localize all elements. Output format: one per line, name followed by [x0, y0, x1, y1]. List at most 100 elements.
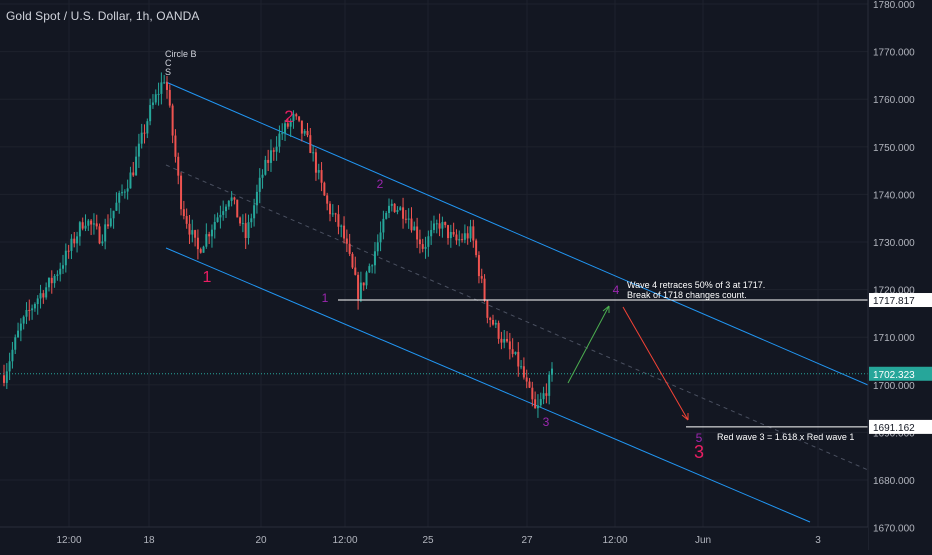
- candle-body: [50, 277, 53, 284]
- price-label: 1702.323: [873, 370, 915, 381]
- candle-body: [525, 377, 528, 382]
- candle-body: [87, 220, 90, 226]
- candle-body: [222, 211, 225, 215]
- candle-body: [376, 242, 379, 252]
- candle-body: [208, 234, 211, 237]
- annotation-c: C: [165, 58, 172, 68]
- candle-body: [149, 105, 152, 122]
- candle-body: [180, 175, 183, 210]
- candle-body: [191, 230, 194, 235]
- candle-body: [511, 349, 514, 355]
- candle-body: [458, 239, 461, 241]
- candle-body: [39, 293, 42, 299]
- annotation-s: S: [165, 67, 171, 77]
- y-tick-label: 1720.000: [873, 286, 915, 297]
- candle-body: [404, 218, 407, 220]
- candle-body: [163, 82, 166, 84]
- candle-body: [84, 225, 87, 229]
- candle-body: [362, 282, 365, 286]
- candle-body: [275, 146, 278, 152]
- candle-body: [497, 322, 500, 339]
- candle-body: [309, 135, 312, 153]
- candle-body: [508, 341, 511, 350]
- candle-body: [382, 218, 385, 233]
- candle-body: [337, 214, 340, 227]
- candle-body: [140, 132, 143, 144]
- annotation-wave4-line2: Break of 1718 changes count.: [627, 290, 747, 300]
- candle-body: [351, 253, 354, 268]
- candle-body: [106, 224, 109, 227]
- candle-body: [427, 236, 430, 247]
- x-tick-label: 12:00: [332, 535, 357, 546]
- y-tick-label: 1690.000: [873, 428, 915, 439]
- candle-body: [165, 82, 168, 90]
- candle-body: [188, 223, 191, 235]
- candle-body: [385, 212, 388, 219]
- wave-label-red: 1: [203, 269, 212, 286]
- candle-body: [17, 330, 20, 338]
- candle-body: [22, 316, 25, 324]
- candle-body: [216, 217, 219, 222]
- time-axis[interactable]: [0, 527, 868, 550]
- wave-label-purple: 4: [613, 283, 620, 297]
- wave-label-purple: 2: [377, 177, 384, 191]
- candle-body: [289, 121, 292, 127]
- candle-body: [62, 265, 65, 269]
- wave-label-red: 2: [284, 107, 293, 126]
- candle-body: [334, 213, 337, 215]
- candle-body: [81, 222, 84, 229]
- candle-body: [463, 233, 466, 240]
- candle-body: [253, 205, 256, 219]
- candle-body: [466, 233, 469, 239]
- candle-body: [213, 221, 216, 230]
- candle-body: [542, 393, 545, 400]
- price-label: 1691.162: [873, 423, 915, 434]
- candle-body: [306, 130, 309, 136]
- candle-body: [168, 89, 171, 106]
- candle-body: [129, 172, 132, 189]
- candle-body: [303, 130, 306, 134]
- candle-body: [202, 246, 205, 253]
- candle-body: [239, 217, 242, 224]
- candle-body: [539, 399, 542, 406]
- y-tick-label: 1750.000: [873, 143, 915, 154]
- candle-body: [64, 250, 67, 266]
- candle-body: [104, 224, 107, 242]
- channel-upper-line[interactable]: [165, 81, 869, 386]
- candle-body: [314, 152, 317, 173]
- price-label: 1717.817: [873, 296, 915, 307]
- candle-body: [379, 232, 382, 243]
- arrow-up-green[interactable]: [567, 305, 610, 384]
- candle-body: [112, 210, 115, 219]
- candle-body: [472, 226, 475, 241]
- channel-lower-line[interactable]: [165, 247, 811, 523]
- candle-body: [517, 351, 520, 367]
- candle-body: [244, 223, 247, 239]
- candle-body: [432, 223, 435, 230]
- candle-body: [157, 93, 160, 95]
- candle-body: [109, 218, 112, 227]
- candle-body: [28, 309, 31, 311]
- candle-body: [31, 308, 34, 311]
- candle-body: [410, 218, 413, 231]
- x-tick-label: 25: [422, 535, 434, 546]
- arrow-down-red[interactable]: [622, 306, 689, 421]
- candle-body: [47, 277, 50, 288]
- candle-body: [76, 236, 79, 244]
- candle-body: [67, 250, 70, 252]
- candle-body: [435, 223, 438, 225]
- candle-body: [320, 170, 323, 183]
- candle-body: [312, 152, 315, 154]
- candle-body: [219, 214, 222, 218]
- x-tick-label: 27: [521, 535, 533, 546]
- candle-body: [118, 192, 121, 203]
- price-axis[interactable]: [868, 0, 932, 550]
- candle-body: [551, 368, 553, 375]
- candle-body: [210, 229, 213, 237]
- candle-body: [151, 102, 154, 106]
- candle-body: [494, 322, 497, 325]
- candle-body: [255, 191, 258, 206]
